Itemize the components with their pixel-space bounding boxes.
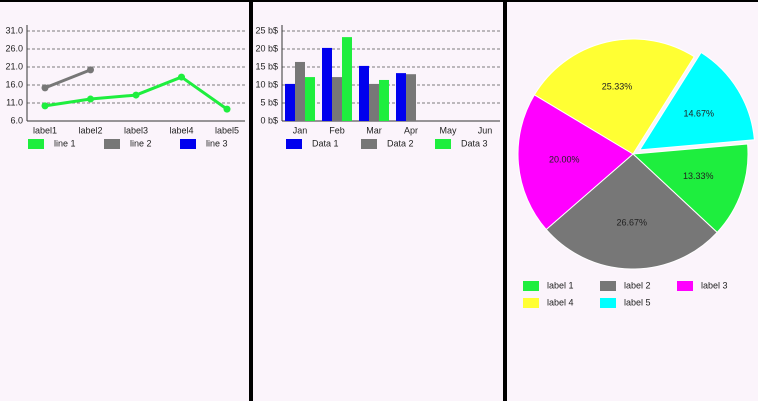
bar xyxy=(332,77,342,121)
y-tick-label: 26.0 xyxy=(5,43,23,53)
legend-swatch xyxy=(600,281,616,291)
legend-label: label 4 xyxy=(547,297,574,307)
x-tick-label: label3 xyxy=(124,125,148,135)
x-tick-label: Apr xyxy=(404,125,418,135)
legend-label: line 1 xyxy=(54,138,76,148)
y-tick-label: 15 b$ xyxy=(255,61,278,71)
y-tick-label: 11.0 xyxy=(6,97,23,107)
pie-slice xyxy=(517,94,634,231)
y-tick-label: 31.0 xyxy=(5,25,23,35)
x-tick-label: Jun xyxy=(478,125,493,135)
y-tick-label: 10 b$ xyxy=(255,79,278,89)
legend-swatch xyxy=(677,281,693,291)
line-point xyxy=(132,91,140,99)
x-tick-label: label4 xyxy=(169,125,193,135)
legend-swatch xyxy=(28,139,44,149)
legend-label: Data 3 xyxy=(461,138,488,148)
slice-label: 20.00% xyxy=(549,154,580,164)
legend-label: label 2 xyxy=(624,280,651,290)
pie-slice xyxy=(638,51,755,151)
bar xyxy=(369,83,379,121)
slice-label: 13.33% xyxy=(683,171,714,181)
line-series xyxy=(44,68,92,90)
y-tick-label: 6.0 xyxy=(10,115,23,125)
y-tick-label: 20 b$ xyxy=(255,43,278,53)
line-point xyxy=(41,102,49,110)
legend-label: line 2 xyxy=(130,138,152,148)
y-tick-label: 5 b$ xyxy=(260,97,278,107)
bar xyxy=(285,83,295,121)
pie-slice xyxy=(545,153,718,270)
slice-label: 14.67% xyxy=(683,108,714,118)
legend-label: label 1 xyxy=(547,280,574,290)
panel xyxy=(253,2,503,401)
x-tick-label: Mar xyxy=(366,125,382,135)
legend-swatch xyxy=(435,139,451,149)
y-tick-label: 16.0 xyxy=(5,79,23,89)
x-tick-label: label5 xyxy=(215,125,239,135)
bar xyxy=(359,65,369,121)
bar xyxy=(305,77,315,121)
bar xyxy=(396,73,406,121)
bar xyxy=(322,47,332,121)
legend-label: Data 1 xyxy=(312,138,339,148)
line-point xyxy=(223,105,231,113)
y-tick-label: 0 b$ xyxy=(260,115,278,125)
legend-swatch xyxy=(180,139,196,149)
y-tick-label: 25 b$ xyxy=(255,25,278,35)
y-tick-label: 21.0 xyxy=(5,61,23,71)
x-tick-label: label1 xyxy=(33,125,57,135)
bar xyxy=(406,74,416,121)
x-tick-label: Feb xyxy=(329,125,345,135)
legend-swatch xyxy=(104,139,120,149)
line-point xyxy=(87,95,94,103)
line-point xyxy=(41,84,49,92)
slice-label: 26.67% xyxy=(617,217,648,227)
panel xyxy=(0,2,249,401)
line-point xyxy=(178,73,185,81)
legend-swatch xyxy=(523,298,539,308)
legend-label: label 5 xyxy=(624,297,651,307)
x-tick-label: Jan xyxy=(293,125,308,135)
line-point xyxy=(87,66,94,74)
legend-label: line 3 xyxy=(206,138,228,148)
bar xyxy=(379,79,389,121)
legend-swatch xyxy=(361,139,377,149)
slice-label: 25.33% xyxy=(602,81,633,91)
pie-slice xyxy=(631,143,749,234)
bar xyxy=(342,37,352,122)
legend-swatch xyxy=(600,298,616,308)
legend-label: Data 2 xyxy=(387,138,414,148)
pie-slice xyxy=(533,38,695,155)
legend-swatch xyxy=(523,281,539,291)
legend-label: label 3 xyxy=(701,280,728,290)
bar xyxy=(295,61,305,121)
x-tick-label: label2 xyxy=(78,125,102,135)
legend-swatch xyxy=(286,139,302,149)
x-tick-label: May xyxy=(439,125,457,135)
